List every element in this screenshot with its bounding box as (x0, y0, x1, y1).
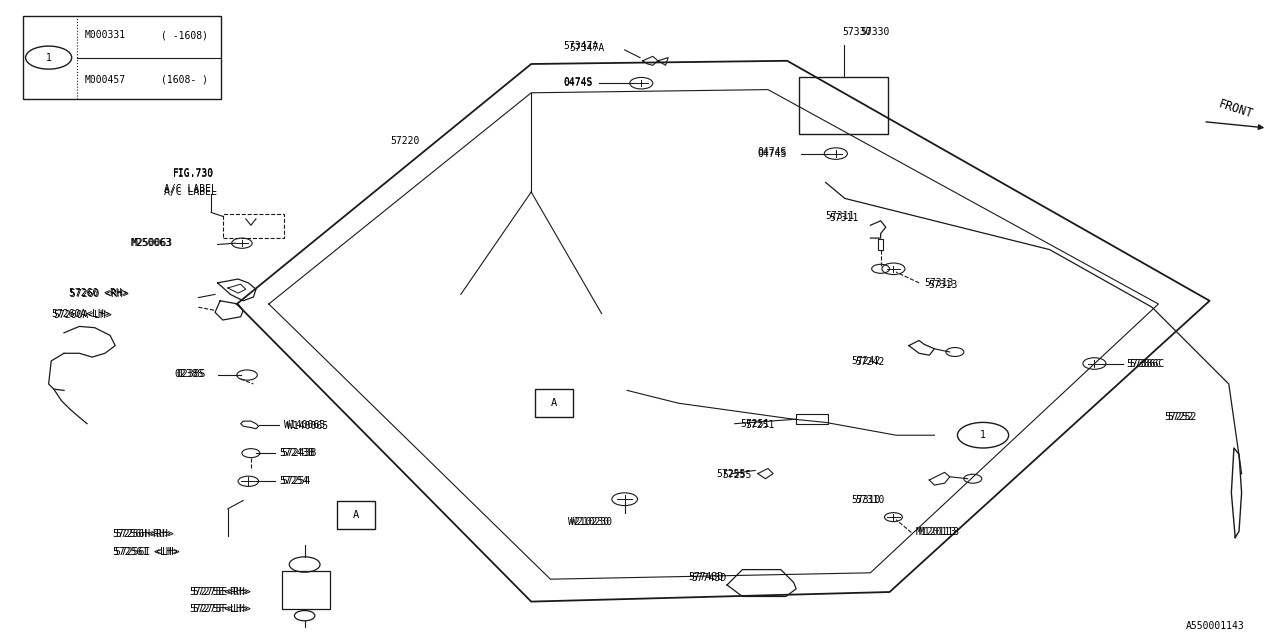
Text: 57260 <RH>: 57260 <RH> (70, 289, 129, 300)
Text: 57260 <RH>: 57260 <RH> (69, 288, 128, 298)
Text: 57255: 57255 (717, 468, 746, 479)
Text: (1608- ): (1608- ) (161, 75, 209, 85)
Text: 57254: 57254 (282, 476, 311, 486)
Text: 57254: 57254 (279, 476, 308, 486)
Text: 0474S: 0474S (563, 77, 593, 87)
Text: 57256I <LH>: 57256I <LH> (113, 547, 177, 557)
Text: A/C LABEL: A/C LABEL (164, 184, 216, 195)
Text: A: A (353, 510, 358, 520)
Text: M250063: M250063 (131, 238, 172, 248)
Text: 57251: 57251 (745, 420, 774, 430)
Text: 57310: 57310 (855, 495, 884, 506)
Text: 0238S: 0238S (174, 369, 204, 379)
Text: 57256I <LH>: 57256I <LH> (115, 547, 179, 557)
Text: 57347A: 57347A (563, 41, 599, 51)
Text: A: A (552, 398, 557, 408)
Text: 57275E<RH>: 57275E<RH> (192, 587, 251, 597)
Text: A/C LABEL: A/C LABEL (164, 187, 216, 197)
Text: 57313: 57313 (928, 280, 957, 290)
Text: 57743D: 57743D (689, 572, 724, 582)
Text: 57260A<LH>: 57260A<LH> (51, 308, 110, 319)
Text: 57252: 57252 (1167, 412, 1197, 422)
Text: 57743D: 57743D (691, 573, 727, 583)
Text: 57251: 57251 (740, 419, 769, 429)
Text: M000331: M000331 (84, 30, 125, 40)
Text: 57242: 57242 (851, 356, 881, 366)
Text: 57243B: 57243B (279, 448, 315, 458)
Text: ( -1608): ( -1608) (161, 30, 209, 40)
Bar (223, 214, 284, 238)
Text: 57330: 57330 (842, 27, 872, 37)
Text: 57347A: 57347A (570, 43, 605, 53)
Bar (23, 16, 221, 99)
Text: 0474S: 0474S (758, 148, 787, 159)
Text: 57255: 57255 (722, 470, 751, 480)
Text: 57242: 57242 (855, 356, 884, 367)
Bar (535, 389, 573, 417)
Text: 57310: 57310 (851, 495, 881, 506)
Text: 57243B: 57243B (282, 448, 317, 458)
Text: 0474S: 0474S (758, 147, 787, 157)
Text: 1: 1 (980, 430, 986, 440)
Text: W210230: W210230 (571, 516, 612, 527)
Text: M120113: M120113 (919, 527, 960, 538)
Text: 57275E<RH>: 57275E<RH> (189, 587, 248, 597)
Text: 57275F<LH>: 57275F<LH> (189, 604, 248, 614)
Text: 57252: 57252 (1165, 412, 1194, 422)
Text: 57311: 57311 (829, 212, 859, 223)
Bar (337, 501, 375, 529)
Text: 57386C: 57386C (1129, 358, 1165, 369)
Text: 57260A<LH>: 57260A<LH> (54, 310, 113, 320)
Text: 0238S: 0238S (177, 369, 206, 380)
Text: M000457: M000457 (84, 75, 125, 85)
Text: 57256H<RH>: 57256H<RH> (115, 529, 174, 540)
Bar (799, 77, 888, 134)
Text: 57311: 57311 (826, 211, 855, 221)
Text: FIG.730: FIG.730 (173, 168, 214, 178)
Text: 1: 1 (46, 52, 51, 63)
Text: FIG.730: FIG.730 (173, 169, 214, 179)
Text: FRONT: FRONT (1216, 97, 1254, 120)
Text: W140065: W140065 (287, 420, 328, 431)
Text: 57313: 57313 (924, 278, 954, 288)
Text: 57220: 57220 (390, 136, 420, 146)
Text: M250063: M250063 (132, 238, 173, 248)
Text: M120113: M120113 (915, 527, 956, 538)
Text: 57256H<RH>: 57256H<RH> (113, 529, 172, 540)
Text: 57330: 57330 (860, 27, 890, 37)
Text: W210230: W210230 (568, 516, 609, 527)
Bar (796, 414, 828, 424)
Bar (282, 571, 330, 609)
Text: A550001143: A550001143 (1185, 621, 1244, 631)
Text: W140065: W140065 (284, 420, 325, 430)
Text: 0474S: 0474S (563, 78, 593, 88)
Text: 57275F<LH>: 57275F<LH> (192, 604, 251, 614)
Text: 57386C: 57386C (1126, 358, 1162, 369)
